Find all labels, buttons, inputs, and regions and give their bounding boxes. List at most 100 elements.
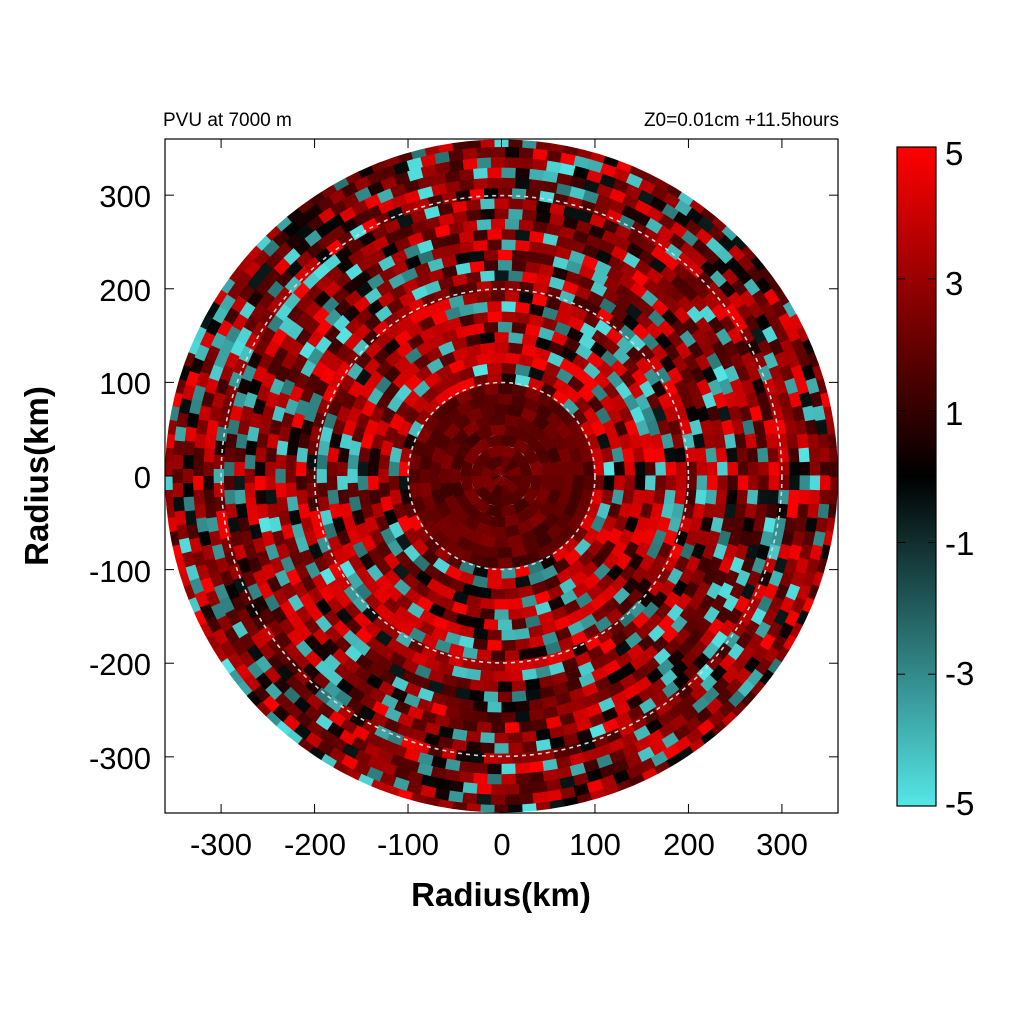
- heatmap-cell: [368, 248, 387, 265]
- heatmap-cell: [361, 328, 380, 347]
- heatmap-cell: [192, 489, 205, 506]
- heatmap-cell: [760, 759, 779, 777]
- heatmap-cell: [525, 127, 541, 139]
- heatmap-cell: [624, 183, 643, 200]
- heatmap-cell: [606, 804, 625, 813]
- heatmap-cell: [264, 489, 277, 506]
- heatmap-cell: [760, 715, 779, 734]
- heatmap-cell: [328, 432, 342, 450]
- heatmap-cell: [713, 783, 732, 802]
- heatmap-cell: [587, 538, 605, 557]
- heatmap-cell: [701, 83, 719, 100]
- heatmap-cell: [721, 816, 739, 833]
- heatmap-cell: [82, 291, 98, 309]
- heatmap-cell: [556, 755, 573, 770]
- heatmap-cell: [494, 732, 510, 744]
- heatmap-cell: [657, 541, 674, 560]
- heatmap-cell: [261, 239, 280, 258]
- heatmap-cell: [781, 139, 800, 157]
- heatmap-cell: [185, 412, 200, 429]
- heatmap-cell: [791, 785, 810, 804]
- heatmap-cell: [490, 156, 506, 168]
- heatmap-cell: [368, 18, 385, 32]
- heatmap-cell: [424, 932, 440, 945]
- heatmap-cell: [294, 311, 312, 330]
- heatmap-cell: [667, 648, 686, 667]
- heatmap-cell: [876, 531, 889, 547]
- heatmap-cell: [528, 423, 547, 441]
- heatmap-cell: [321, 638, 340, 657]
- heatmap-cell: [555, 182, 572, 197]
- heatmap-cell: [542, 108, 558, 121]
- heatmap-cell: [471, 363, 489, 377]
- heatmap-cell: [415, 426, 432, 445]
- heatmap-cell: [284, 84, 302, 101]
- heatmap-cell: [947, 350, 961, 367]
- heatmap-cell: [328, 747, 347, 765]
- heatmap-cell: [203, 634, 221, 653]
- heatmap-cell: [202, 182, 221, 201]
- heatmap-cell: [64, 391, 77, 407]
- heatmap-cell: [406, 30, 422, 44]
- heatmap-cell: [442, 395, 461, 413]
- heatmap-cell: [182, 440, 195, 456]
- heatmap-cell: [339, 217, 358, 235]
- heatmap-cell: [204, 433, 217, 450]
- heatmap-cell: [615, 381, 633, 400]
- heatmap-cell: [736, 631, 754, 650]
- heatmap-cell: [632, 210, 651, 227]
- heatmap-cell: [338, 560, 356, 579]
- heatmap-cell: [480, 64, 495, 75]
- heatmap-cell: [871, 489, 883, 504]
- heatmap-cell: [323, 803, 342, 813]
- heatmap-cell: [393, 579, 412, 597]
- heatmap-cell: [803, 237, 821, 256]
- heatmap-cell: [600, 584, 619, 603]
- heatmap-cell: [61, 518, 74, 534]
- heatmap-cell: [234, 663, 253, 682]
- heatmap-cell: [711, 42, 729, 58]
- heatmap-cell: [566, 59, 582, 72]
- heatmap-cell: [579, 488, 594, 506]
- heatmap-cell: [840, 584, 855, 601]
- heatmap-cell: [236, 419, 251, 436]
- heatmap-cell: [353, 186, 372, 203]
- heatmap-cell: [668, 542, 685, 561]
- heatmap-cell: [679, 240, 698, 259]
- heatmap-cell: [347, 248, 366, 266]
- heatmap-cell: [785, 170, 804, 189]
- heatmap-cell: [334, 343, 352, 362]
- heatmap-cell: [110, 215, 127, 233]
- heatmap-cell: [798, 286, 816, 305]
- heatmap-cell: [678, 366, 696, 385]
- heatmap-cell: [242, 314, 260, 333]
- heatmap-cell: [115, 538, 128, 554]
- heatmap-cell: [703, 432, 717, 449]
- heatmap-cell: [490, 146, 506, 158]
- heatmap-cell: [504, 424, 521, 438]
- heatmap-cell: [704, 73, 722, 90]
- heatmap-cell: [621, 313, 640, 331]
- heatmap-cell: [757, 139, 776, 151]
- heatmap-cell: [803, 274, 821, 293]
- heatmap-cell: [943, 475, 954, 490]
- heatmap-cell: [462, 487, 480, 506]
- heatmap-cell: [767, 489, 780, 505]
- heatmap-cell: [765, 502, 779, 519]
- heatmap-cell: [775, 646, 793, 665]
- heatmap-cell: [152, 441, 164, 456]
- heatmap-cell: [871, 461, 882, 476]
- heatmap-cell: [277, 53, 295, 69]
- heatmap-cell: [744, 502, 758, 519]
- heatmap-cell: [610, 629, 629, 647]
- heatmap-cell: [611, 446, 625, 463]
- heatmap-cell: [701, 365, 718, 384]
- heatmap-cell: [385, 3, 402, 17]
- heatmap-cell: [734, 391, 750, 409]
- heatmap-cell: [459, 460, 473, 477]
- heatmap-cell: [462, 782, 478, 795]
- heatmap-cell: [737, 724, 756, 742]
- heatmap-cell: [757, 447, 770, 463]
- heatmap-cell: [357, 230, 376, 248]
- heatmap-cell: [77, 378, 91, 395]
